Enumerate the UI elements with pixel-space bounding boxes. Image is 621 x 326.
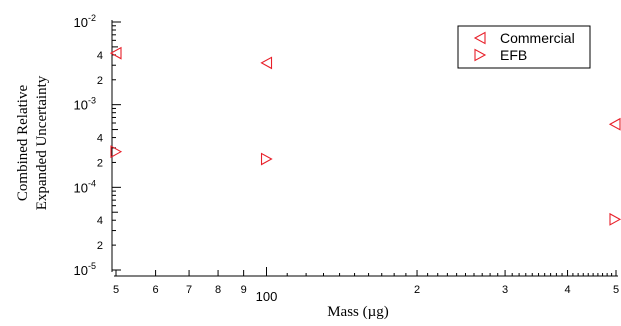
y-tick-label-base: 10 (74, 180, 88, 195)
y-tick-label: 2 (97, 157, 103, 169)
y-tick-label: 4 (97, 215, 103, 227)
x-tick-label: 3 (502, 284, 508, 296)
y-tick-label-decade: 10-2 (74, 13, 96, 30)
y-tick-label-base: 10 (74, 263, 88, 278)
x-tick-label: 8 (215, 284, 221, 296)
y-tick-label-base: 10 (74, 15, 88, 30)
y-axis-title-line-1: Combined Relative (15, 85, 31, 202)
y-tick-label: 4 (97, 50, 103, 62)
x-tick-label: 6 (153, 284, 159, 296)
data-point-efb (610, 214, 620, 225)
y-axis-title-line-2: Expanded Uncertainty (34, 75, 50, 210)
y-tick-label-decade: 10-3 (74, 96, 96, 113)
x-tick-label: 2 (414, 284, 420, 296)
legend-label-commercial: Commercial (500, 30, 575, 46)
x-axis-title: Mass (µg) (327, 304, 389, 320)
x-tick-label: 5 (613, 284, 619, 296)
x-tick-label: 5 (113, 284, 119, 296)
legend-label-efb: EFB (500, 47, 527, 63)
y-tick-label-decade: 10-5 (74, 261, 96, 278)
x-tick-label: 7 (186, 284, 192, 296)
y-axis-title: Combined Relative Expanded Uncertainty (15, 75, 50, 210)
y-tick-label: 2 (97, 240, 103, 252)
y-tick-label: 4 (97, 133, 103, 145)
y-tick-label-exponent: -4 (88, 178, 96, 188)
y-tick-label: 2 (97, 75, 103, 87)
data-marks (111, 48, 620, 225)
data-point-efb (262, 154, 272, 165)
y-tick-label-exponent: -3 (88, 96, 96, 106)
y-tick-label-decade: 10-4 (74, 178, 96, 195)
data-point-commercial (262, 57, 272, 68)
y-tick-label-exponent: -5 (88, 261, 96, 271)
y-tick-label-base: 10 (74, 98, 88, 113)
data-point-commercial (610, 119, 620, 130)
y-tick-label-exponent: -2 (88, 13, 96, 23)
x-tick-label: 4 (564, 284, 570, 296)
x-tick-label: 100 (256, 289, 278, 304)
x-tick-label: 9 (241, 284, 247, 296)
